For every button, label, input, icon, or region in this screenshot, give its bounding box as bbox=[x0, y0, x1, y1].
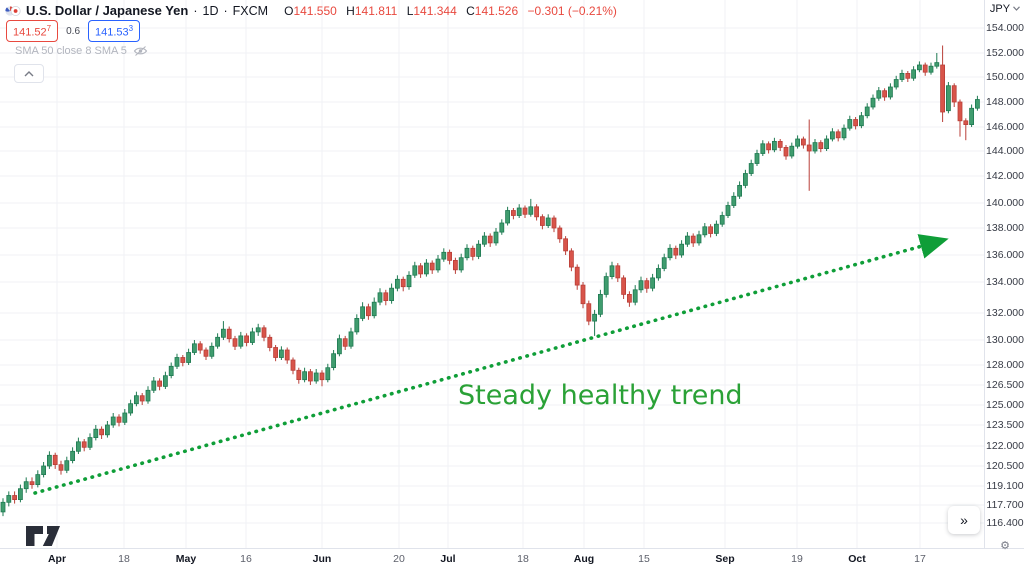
price-axis-label: 142.000 bbox=[986, 170, 1024, 182]
chevron-up-icon bbox=[24, 70, 34, 76]
price-axis-label: 119.100 bbox=[986, 480, 1024, 492]
close-value: 141.526 bbox=[474, 3, 519, 18]
open-label: O bbox=[284, 3, 294, 18]
exchange-label[interactable]: FXCM bbox=[232, 3, 269, 18]
price-axis-label: 123.500 bbox=[986, 419, 1024, 431]
price-axis-label: 128.000 bbox=[986, 359, 1024, 371]
price-axis[interactable]: JPY 154.000 152.000 150.000 148.000 146.000 1… bbox=[984, 0, 1024, 552]
price-axis-label: 126.500 bbox=[986, 379, 1024, 391]
close-label: C bbox=[466, 3, 475, 18]
time-axis-label: 18 bbox=[118, 553, 130, 565]
legend-collapse-button[interactable] bbox=[14, 64, 44, 83]
price-axis-label: 140.000 bbox=[986, 197, 1024, 209]
eye-hidden-icon[interactable] bbox=[133, 45, 148, 57]
time-axis-label: Sep bbox=[715, 553, 735, 565]
candlestick-series[interactable] bbox=[0, 45, 980, 517]
price-axis-label: 130.000 bbox=[986, 334, 1024, 346]
time-axis-label: 17 bbox=[914, 553, 926, 565]
low-value: 141.344 bbox=[413, 3, 457, 18]
annotation-text[interactable]: Steady healthy trend bbox=[458, 380, 743, 411]
interval-label[interactable]: 1D bbox=[202, 3, 219, 18]
price-axis-label: 154.000 bbox=[986, 22, 1024, 34]
spread-value: 0.6 bbox=[66, 25, 81, 37]
ask-price-box[interactable]: 141.533 bbox=[88, 20, 141, 42]
price-axis-label: 136.000 bbox=[986, 249, 1024, 261]
time-axis-label: 15 bbox=[638, 553, 650, 565]
price-axis-label: 122.000 bbox=[986, 440, 1024, 452]
time-axis-label: 18 bbox=[517, 553, 529, 565]
title-separator: · bbox=[223, 3, 228, 18]
low-label: L bbox=[406, 3, 414, 18]
bid-price-box[interactable]: 141.527 bbox=[6, 20, 59, 42]
time-axis-label: Jun bbox=[312, 553, 332, 565]
price-axis-label: 152.000 bbox=[986, 47, 1024, 59]
price-axis-label: 146.000 bbox=[986, 121, 1024, 133]
chart-legend: U.S. Dollar / Japanese Yen · 1D · FXCM O… bbox=[5, 2, 617, 83]
time-axis-label: Oct bbox=[848, 553, 866, 565]
title-separator: · bbox=[193, 3, 198, 18]
price-chart[interactable] bbox=[0, 0, 984, 548]
change-value: −0.301 (−0.21%) bbox=[527, 3, 617, 18]
chevron-down-icon bbox=[1013, 6, 1021, 11]
time-axis-label: 19 bbox=[791, 553, 803, 565]
symbol-title[interactable]: U.S. Dollar / Japanese Yen bbox=[26, 3, 189, 18]
indicator-label[interactable]: SMA 50 close 8 SMA 5 bbox=[15, 45, 127, 57]
price-axis-label: 134.000 bbox=[986, 276, 1024, 288]
price-axis-label: 117.700 bbox=[986, 499, 1024, 511]
tradingview-logo[interactable] bbox=[25, 525, 71, 552]
time-axis[interactable]: Apr 18 May 16 Jun 20 Jul 18 Aug 15 Sep 19 Oct 17 bbox=[0, 548, 1024, 570]
expand-panel-button[interactable]: » bbox=[948, 506, 980, 534]
high-value: 141.811 bbox=[354, 3, 398, 18]
price-axis-label: 138.000 bbox=[986, 222, 1024, 234]
time-axis-label: May bbox=[175, 553, 197, 565]
price-axis-label: 125.000 bbox=[986, 399, 1024, 411]
axis-settings-gear-icon[interactable]: ⚙ bbox=[1000, 540, 1010, 552]
time-axis-label: Aug bbox=[573, 553, 595, 565]
symbol-flags-icon bbox=[5, 4, 21, 18]
currency-label: JPY bbox=[989, 2, 1011, 15]
price-axis-label: 148.000 bbox=[986, 96, 1024, 108]
price-axis-label: 150.000 bbox=[986, 71, 1024, 83]
ohlc-readout: O141.550 H141.811 L141.344 C141.526 −0.3… bbox=[278, 4, 617, 18]
time-axis-label: 16 bbox=[240, 553, 252, 565]
trend-arrow[interactable] bbox=[33, 234, 949, 495]
price-axis-label: 116.400 bbox=[986, 517, 1024, 529]
time-axis-label: Jul bbox=[440, 553, 456, 565]
open-value: 141.550 bbox=[293, 3, 337, 18]
high-label: H bbox=[346, 3, 355, 18]
price-axis-label: 120.500 bbox=[986, 460, 1024, 472]
time-axis-label: 20 bbox=[393, 553, 405, 565]
time-axis-label: Apr bbox=[47, 553, 67, 565]
price-axis-label: 132.000 bbox=[986, 307, 1024, 319]
price-axis-label: 144.000 bbox=[986, 145, 1024, 157]
currency-selector[interactable]: JPY bbox=[985, 0, 1024, 17]
